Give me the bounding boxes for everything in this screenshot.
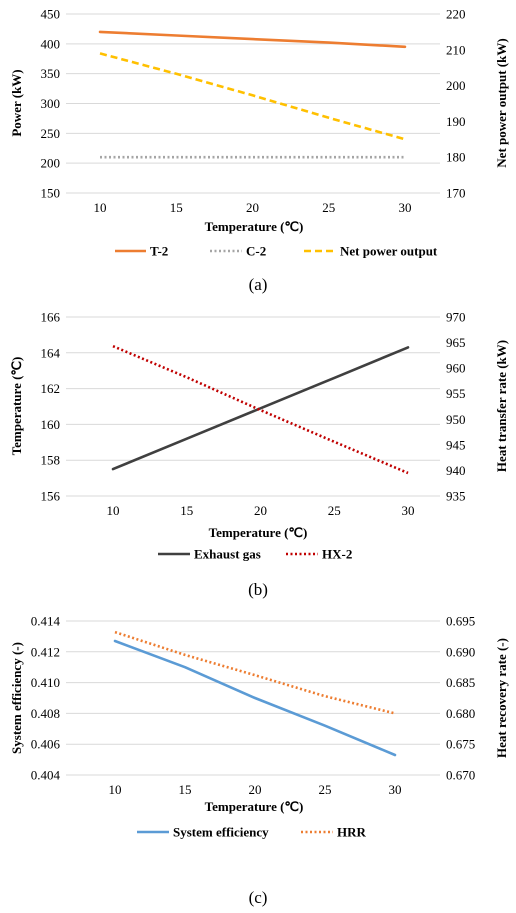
y-tick-label: 300 (41, 96, 61, 111)
legend-label: Net power output (340, 244, 438, 259)
legend-label: System efficiency (173, 825, 269, 840)
y2-tick-label: 0.670 (446, 768, 475, 783)
y2-tick-label: 0.675 (446, 737, 475, 752)
x-tick-label: 30 (402, 503, 415, 518)
y-tick-label: 162 (41, 381, 61, 396)
y2-tick-label: 200 (446, 78, 466, 93)
y2-tick-label: 965 (446, 335, 466, 350)
figure-caption: (b) (248, 580, 268, 599)
y-tick-label: 0.414 (31, 614, 61, 629)
y2-tick-label: 210 (446, 42, 466, 57)
y2-tick-label: 935 (446, 489, 466, 504)
y2-tick-label: 970 (446, 310, 466, 325)
y-tick-label: 450 (41, 7, 61, 22)
y2-tick-label: 180 (446, 150, 466, 165)
y-tick-label: 400 (41, 36, 61, 51)
y2-tick-label: 945 (446, 437, 466, 452)
y-tick-label: 0.406 (31, 737, 61, 752)
legend-label: HX-2 (322, 547, 352, 562)
y2-tick-label: 940 (446, 463, 466, 478)
y-tick-label: 166 (41, 310, 61, 325)
y-tick-label: 156 (41, 489, 61, 504)
chart-panel-3: 0.404 0.406 0.408 0.410 0.412 0.414 0.670 0.675… (9, 614, 509, 908)
series-line-hrr (114, 630, 396, 715)
x-tick-label: 25 (319, 782, 332, 797)
y2-tick-label: 0.690 (446, 644, 475, 659)
y-tick-label: 0.404 (31, 768, 61, 783)
legend-label: HRR (337, 825, 367, 840)
x-tick-label: 10 (109, 782, 122, 797)
series-line-net-power-output (99, 52, 406, 141)
y2-tick-label: 960 (446, 361, 466, 376)
y-axis-title: Power (kW) (9, 69, 24, 136)
y-axis-title: System efficiency (-) (9, 642, 24, 754)
y2-tick-label: 170 (446, 186, 466, 201)
x-tick-label: 20 (249, 782, 262, 797)
y-tick-label: 0.408 (31, 706, 60, 721)
x-tick-label: 15 (179, 782, 192, 797)
legend-label: C-2 (246, 244, 266, 259)
y-tick-label: 200 (41, 156, 61, 171)
y-tick-label: 158 (41, 453, 61, 468)
x-tick-label: 25 (322, 200, 335, 215)
y-tick-label: 160 (41, 417, 61, 432)
y-tick-label: 350 (41, 66, 61, 81)
y-tick-label: 0.410 (31, 675, 60, 690)
legend-label: Exhaust gas (194, 547, 261, 562)
series-line-t-2 (98, 30, 407, 49)
y2-axis-title: Heat recovery rate (-) (494, 638, 509, 758)
figure-caption: (c) (249, 888, 268, 907)
chart-panel-2: 156 158 160 162 164 166 935 940 945 950 955 960 965 9… (9, 310, 509, 600)
y2-tick-label: 0.695 (446, 614, 475, 629)
y2-tick-label: 0.680 (446, 706, 475, 721)
y-tick-label: 0.412 (31, 644, 60, 659)
y-tick-label: 150 (41, 186, 61, 201)
legend-label: T-2 (150, 244, 168, 259)
x-tick-label: 20 (246, 200, 259, 215)
x-axis-title: Temperature (℃) (205, 799, 304, 814)
x-tick-label: 15 (170, 200, 183, 215)
y-tick-label: 164 (41, 345, 61, 360)
y2-tick-label: 955 (446, 386, 466, 401)
y2-tick-label: 190 (446, 114, 466, 129)
x-tick-label: 10 (94, 200, 107, 215)
x-tick-label: 30 (399, 200, 412, 215)
y2-axis-title: Heat transfer rate (kW) (494, 340, 509, 472)
y2-axis-title: Net power output (kW) (494, 38, 509, 167)
series-line-exhaust-gas (111, 346, 410, 471)
x-tick-label: 20 (254, 503, 267, 518)
figure-caption: (a) (249, 275, 268, 294)
series-line-system-efficiency (113, 639, 397, 757)
y2-tick-label: 950 (446, 412, 466, 427)
y2-tick-label: 0.685 (446, 675, 475, 690)
x-tick-label: 30 (389, 782, 402, 797)
x-axis-title: Temperature (℃) (209, 525, 308, 540)
y2-tick-label: 220 (446, 7, 466, 22)
chart-panel-1: 150 200 250 300 350 400 450 170 180 190 200 210 220 1… (9, 7, 509, 295)
y-axis-title: Temperature (℃) (9, 357, 24, 456)
x-tick-label: 10 (107, 503, 120, 518)
x-tick-label: 15 (180, 503, 193, 518)
x-tick-label: 25 (328, 503, 341, 518)
x-axis-title: Temperature (℃) (205, 219, 304, 234)
y-tick-label: 250 (41, 126, 61, 141)
